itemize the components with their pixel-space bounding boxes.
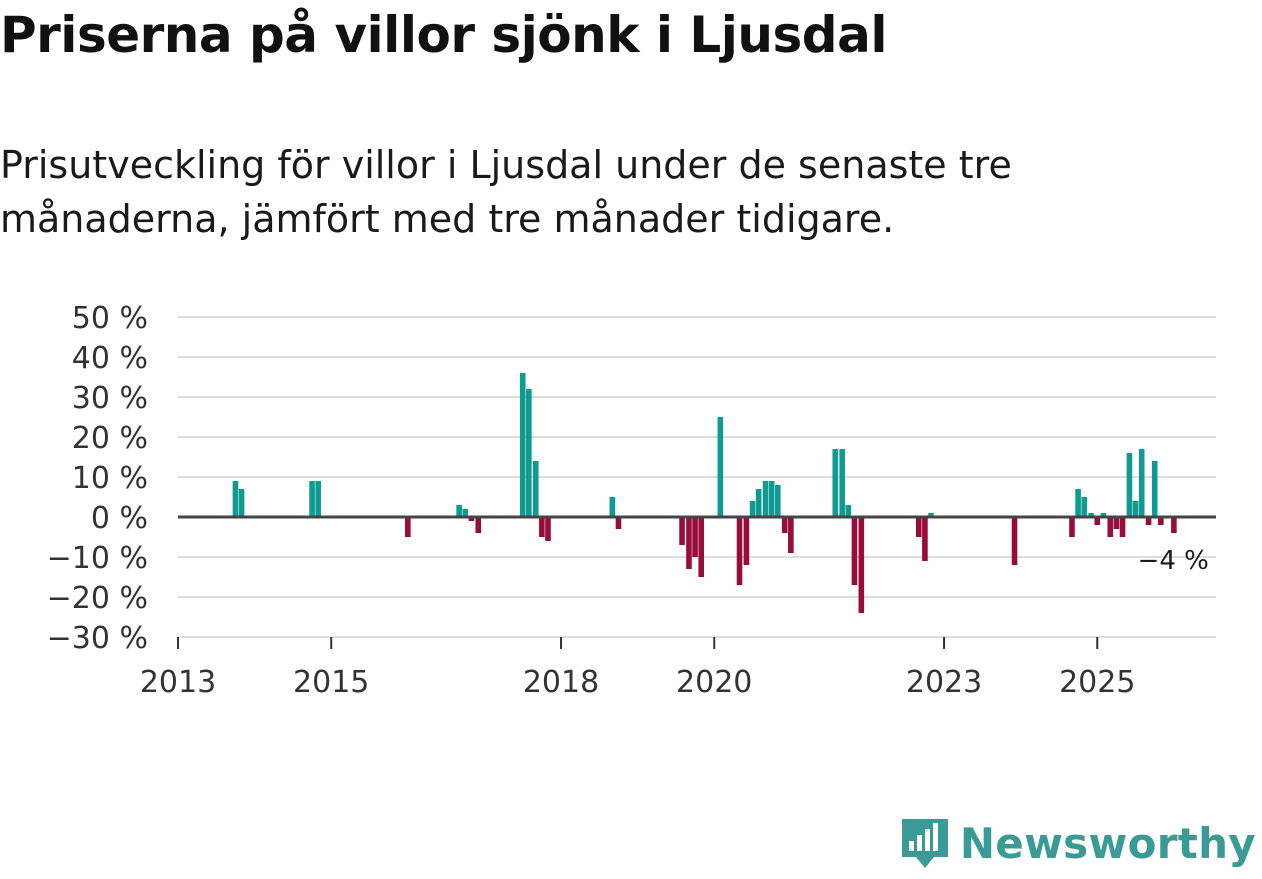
bar: [775, 485, 781, 517]
bar: [781, 517, 788, 533]
y-tick-label: −20 %: [47, 581, 148, 616]
x-tick-label: 2020: [676, 665, 752, 700]
brand-name: Newsworthy: [959, 818, 1256, 868]
bar: [686, 517, 692, 569]
bar: [405, 517, 411, 537]
y-tick-label: 50 %: [72, 301, 148, 336]
bar: [1158, 517, 1164, 525]
chart-title: Priserna på villor sjönk i Ljusdal: [0, 6, 887, 64]
bar: [1088, 513, 1094, 517]
bar: [1119, 517, 1126, 537]
gridlines: [178, 316, 1216, 638]
bar: [928, 513, 934, 517]
newsworthy-logo: Newsworthy: [900, 815, 1256, 871]
annotations: −4 %: [1138, 546, 1209, 576]
bar: [1145, 517, 1152, 525]
bar: [1113, 517, 1120, 529]
x-tick-label: 2013: [140, 665, 216, 700]
y-tick-label: −10 %: [47, 541, 148, 576]
bar: [762, 481, 769, 517]
bar: [768, 481, 775, 517]
bar: [1151, 461, 1158, 517]
bar: [462, 509, 469, 517]
bar: [845, 505, 852, 517]
y-tick-label: 0 %: [91, 501, 148, 536]
bar: [456, 505, 462, 517]
bar: [526, 389, 532, 517]
x-tick-label: 2023: [906, 665, 982, 700]
bar: [749, 501, 756, 517]
bar: [743, 517, 750, 565]
y-axis: 50 % 40 % 30 % 20 % 10 % 0 % −10 % −20 % −30 %: [47, 301, 148, 656]
bar: [922, 517, 928, 561]
bar: [232, 481, 239, 517]
y-tick-label: 20 %: [72, 421, 148, 456]
bar: [736, 517, 743, 585]
bar: [788, 517, 794, 553]
bar: [839, 449, 845, 517]
bar: [475, 517, 482, 533]
bar: [238, 489, 245, 517]
bar: [698, 517, 705, 577]
x-tick-label: 2015: [293, 665, 369, 700]
bar: [915, 517, 922, 537]
bar: [519, 373, 526, 517]
bar: [1081, 497, 1088, 517]
bar: [468, 517, 475, 521]
y-tick-label: 10 %: [72, 461, 148, 496]
bar: [832, 449, 839, 517]
bar: [755, 489, 762, 517]
chart-subtitle: Prisutveckling för villor i Ljusdal unde…: [0, 143, 1012, 241]
bar: [1069, 517, 1075, 537]
bar: [615, 517, 622, 529]
bar-chart: 50 % 40 % 30 % 20 % 10 % 0 % −10 % −20 % −30 % 2…: [47, 301, 1216, 700]
bar: [545, 517, 551, 541]
bar: [1126, 453, 1133, 517]
bar: [1011, 517, 1018, 565]
last-value-label: −4 %: [1138, 546, 1209, 576]
x-axis: 2013 2015 2018 2020 2023 2025: [140, 637, 1135, 700]
bars: [232, 373, 1177, 613]
bar: [858, 517, 865, 613]
x-tick-label: 2025: [1059, 665, 1135, 700]
y-tick-label: −30 %: [47, 621, 148, 656]
bar: [717, 417, 724, 517]
bar: [692, 517, 698, 557]
bar: [1094, 517, 1101, 525]
bar: [315, 481, 321, 517]
bar: [1132, 501, 1139, 517]
bar: [1107, 517, 1114, 537]
bar: [539, 517, 545, 537]
y-tick-label: 30 %: [72, 381, 148, 416]
x-tick-label: 2018: [523, 665, 599, 700]
bar: [1075, 489, 1081, 517]
bar: [609, 497, 616, 517]
bar: [532, 461, 539, 517]
bar: [1100, 513, 1107, 517]
newsworthy-logo-icon: [901, 819, 948, 868]
bar: [679, 517, 685, 545]
bar: [851, 517, 858, 585]
y-tick-label: 40 %: [72, 341, 148, 376]
bar: [1138, 449, 1145, 517]
bar: [1171, 517, 1177, 533]
bar: [309, 481, 315, 517]
